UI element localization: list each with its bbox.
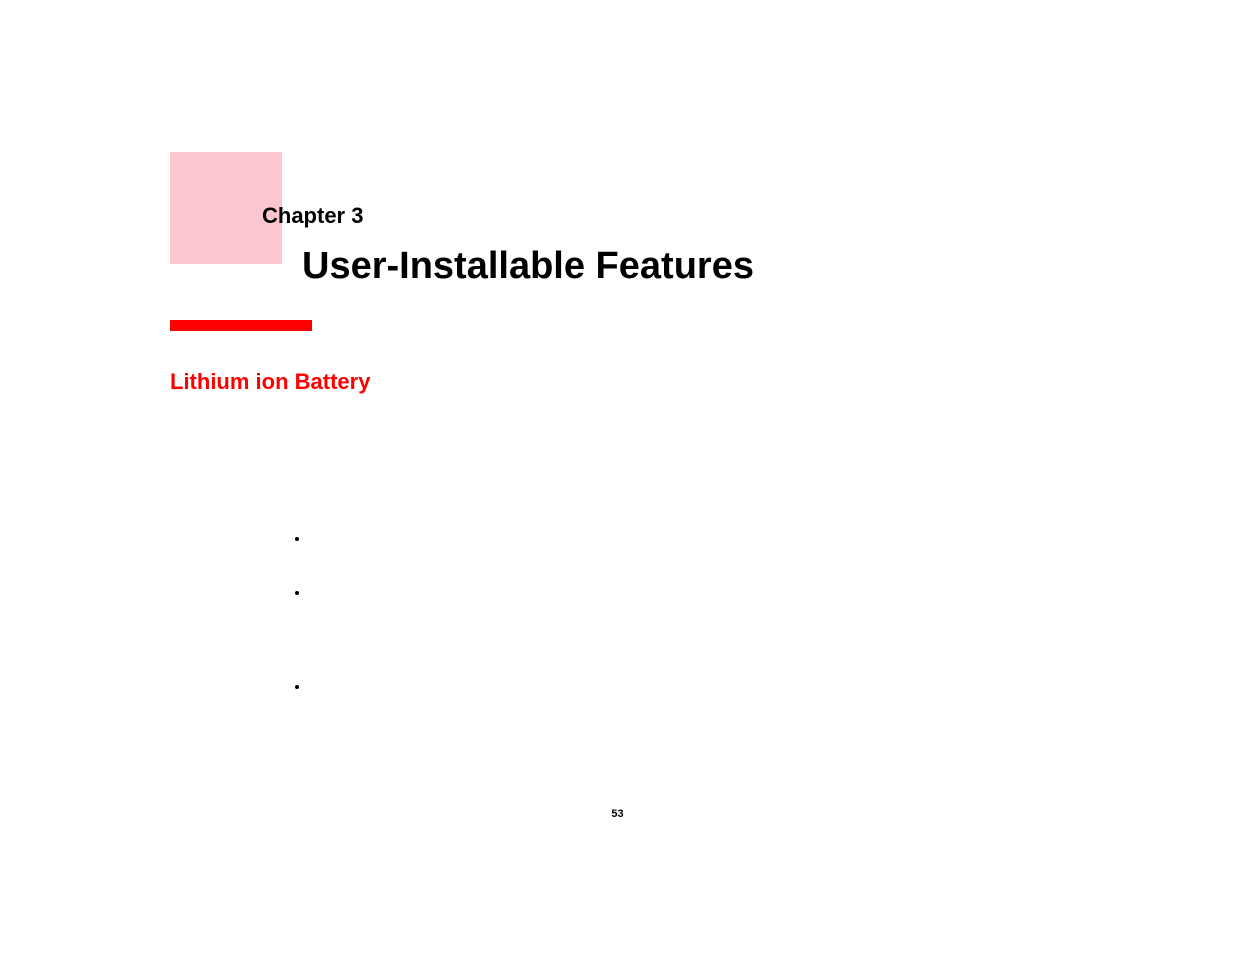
section-heading: Lithium ion Battery xyxy=(170,369,370,395)
page-number: 53 xyxy=(0,808,1235,820)
chapter-label: Chapter 3 xyxy=(262,203,363,229)
red-divider-bar xyxy=(170,320,312,331)
chapter-title: User-Installable Features xyxy=(302,245,754,288)
